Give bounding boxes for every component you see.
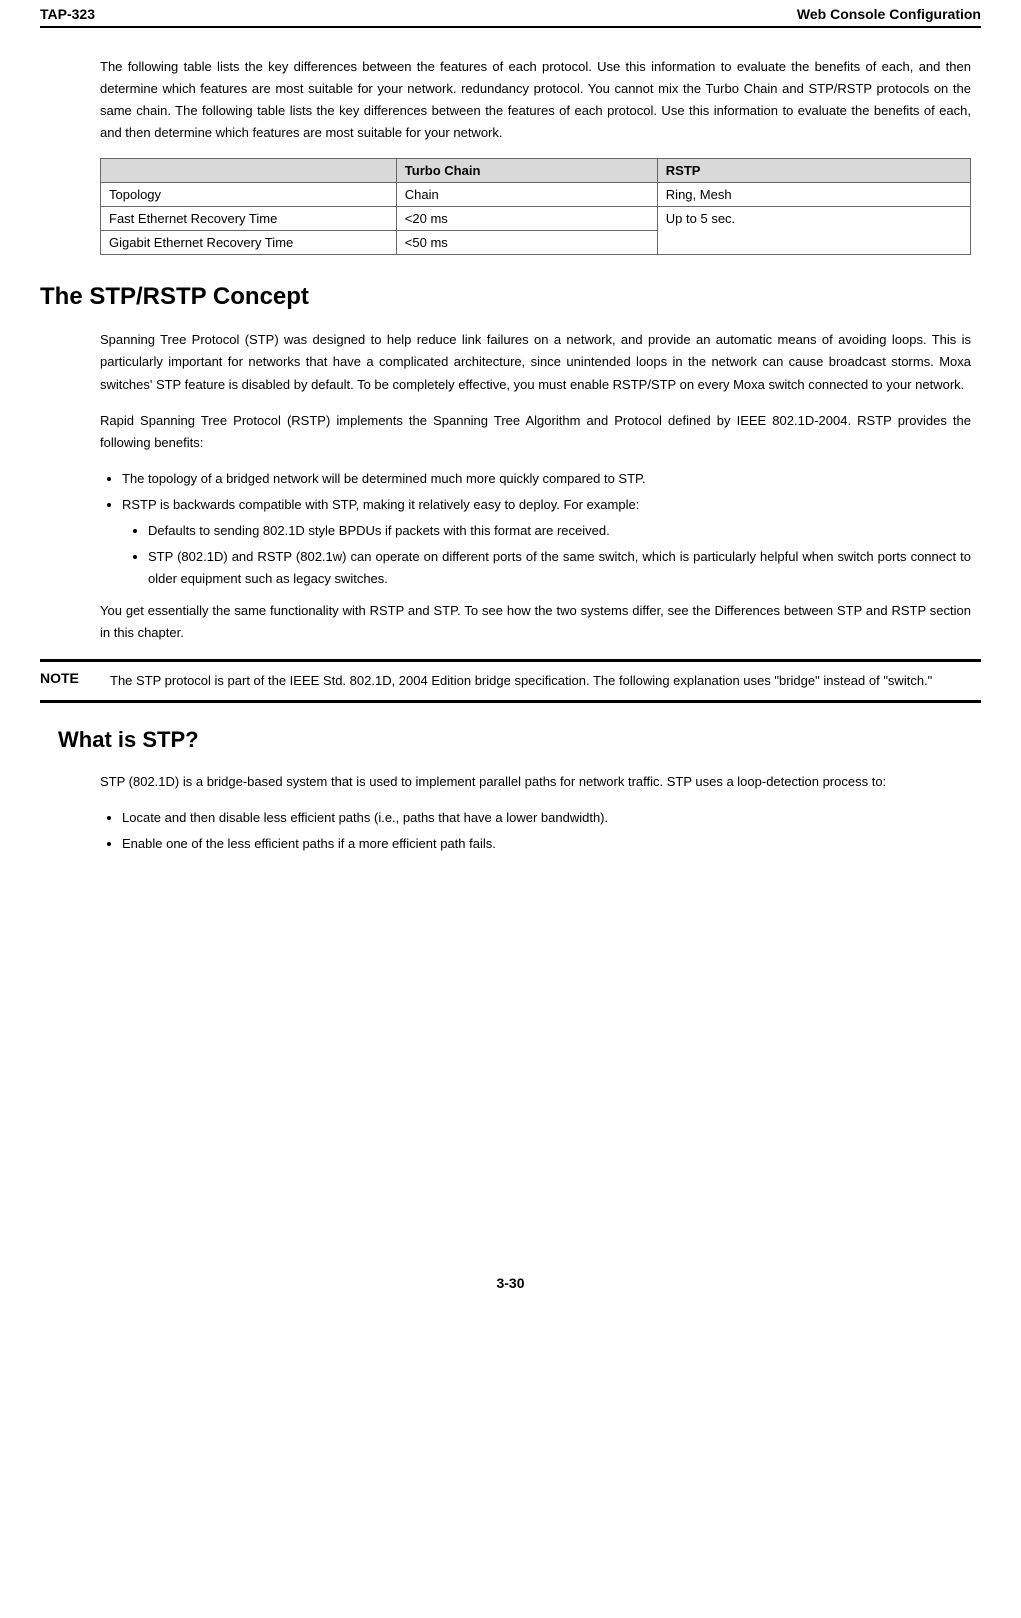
table-cell: Up to 5 sec. xyxy=(657,207,970,255)
what-is-stp-para1: STP (802.1D) is a bridge-based system th… xyxy=(100,771,971,793)
section-what-is-stp-title: What is STP? xyxy=(58,727,981,753)
list-item: RSTP is backwards compatible with STP, m… xyxy=(122,494,971,590)
table-cell: <20 ms xyxy=(396,207,657,231)
table-header-blank xyxy=(101,159,397,183)
stp-concept-para3: You get essentially the same functionali… xyxy=(100,600,971,644)
list-item-text: RSTP is backwards compatible with STP, m… xyxy=(122,497,639,512)
what-is-stp-list: Locate and then disable less efficient p… xyxy=(100,807,971,855)
stp-concept-para2: Rapid Spanning Tree Protocol (RSTP) impl… xyxy=(100,410,971,454)
list-item: Locate and then disable less efficient p… xyxy=(122,807,971,829)
header-right: Web Console Configuration xyxy=(797,6,981,22)
header-left: TAP-323 xyxy=(40,6,95,22)
stp-sub-list: Defaults to sending 802.1D style BPDUs i… xyxy=(122,520,971,590)
table-cell: <50 ms xyxy=(396,231,657,255)
section-stp-rstp-concept-title: The STP/RSTP Concept xyxy=(40,283,981,311)
list-item: Defaults to sending 802.1D style BPDUs i… xyxy=(148,520,971,542)
note-label: NOTE xyxy=(40,670,110,692)
table-row: Topology Chain Ring, Mesh xyxy=(101,183,971,207)
table-row: Fast Ethernet Recovery Time <20 ms Up to… xyxy=(101,207,971,231)
table-cell: Gigabit Ethernet Recovery Time xyxy=(101,231,397,255)
table-header-turbo: Turbo Chain xyxy=(396,159,657,183)
table-cell: Topology xyxy=(101,183,397,207)
note-block: NOTE The STP protocol is part of the IEE… xyxy=(40,659,981,703)
list-item: STP (802.1D) and RSTP (802.1w) can opera… xyxy=(148,546,971,590)
list-item: Enable one of the less efficient paths i… xyxy=(122,833,971,855)
page-number: 3-30 xyxy=(40,1275,981,1291)
page-header: TAP-323 Web Console Configuration xyxy=(40,0,981,28)
list-item: The topology of a bridged network will b… xyxy=(122,468,971,490)
table-cell: Chain xyxy=(396,183,657,207)
stp-benefit-list: The topology of a bridged network will b… xyxy=(100,468,971,590)
stp-concept-para1: Spanning Tree Protocol (STP) was designe… xyxy=(100,329,971,395)
comparison-table: Turbo Chain RSTP Topology Chain Ring, Me… xyxy=(100,158,971,255)
intro-paragraph: The following table lists the key differ… xyxy=(100,56,971,144)
table-header-row: Turbo Chain RSTP xyxy=(101,159,971,183)
note-text: The STP protocol is part of the IEEE Std… xyxy=(110,670,981,692)
table-header-rstp: RSTP xyxy=(657,159,970,183)
table-cell: Fast Ethernet Recovery Time xyxy=(101,207,397,231)
table-cell: Ring, Mesh xyxy=(657,183,970,207)
